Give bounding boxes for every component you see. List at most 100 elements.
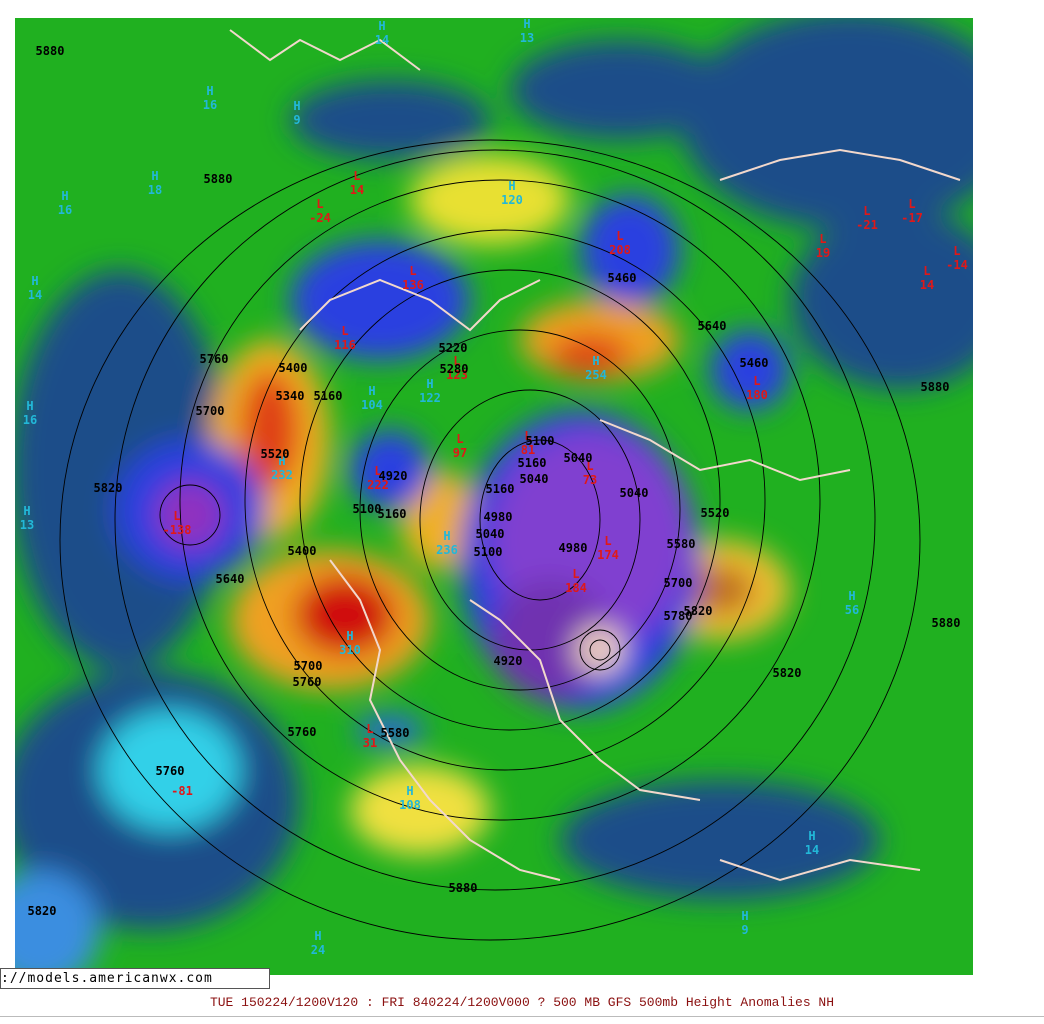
high-marker: H — [31, 274, 38, 288]
contour-label: 5820 — [684, 604, 713, 618]
low-marker: L — [753, 374, 760, 388]
high-value: 9 — [293, 113, 300, 127]
contour-label: 5700 — [664, 576, 693, 590]
contour-label: 5040 — [520, 472, 549, 486]
high-value: 24 — [311, 943, 325, 957]
high-value: 122 — [419, 391, 441, 405]
low-marker: L — [341, 324, 348, 338]
low-marker: L — [353, 169, 360, 183]
low-value: 19 — [816, 246, 830, 260]
contour-label: 5880 — [921, 380, 950, 394]
contour-label: 5700 — [294, 659, 323, 673]
contour-label: 5760 — [288, 725, 317, 739]
low-marker: L — [409, 264, 416, 278]
low-value: 31 — [363, 736, 377, 750]
contour-label: 5880 — [932, 616, 961, 630]
high-value: 16 — [203, 98, 217, 112]
low-marker: L — [366, 722, 373, 736]
contour-label: 5400 — [288, 544, 317, 558]
contour-label: 5160 — [486, 482, 515, 496]
contour-label: 5580 — [381, 726, 410, 740]
high-value: 104 — [361, 398, 383, 412]
contour-label: 5820 — [773, 666, 802, 680]
high-value: 13 — [520, 31, 534, 45]
low-value: -14 — [946, 258, 968, 272]
contour-label: 5040 — [564, 451, 593, 465]
high-marker: H — [293, 99, 300, 113]
contour-label: 5160 — [378, 507, 407, 521]
high-marker: H — [443, 529, 450, 543]
contour-label: 5880 — [449, 881, 478, 895]
low-marker: L — [524, 429, 531, 443]
contour-label: 5460 — [608, 271, 637, 285]
contour-label: 5220 — [439, 341, 468, 355]
high-marker: H — [26, 399, 33, 413]
contour-label: 5100 — [474, 545, 503, 559]
contour-label: 5460 — [740, 356, 769, 370]
high-value: 13 — [20, 518, 34, 532]
contour-label: 5100 — [526, 434, 555, 448]
low-marker: L — [453, 354, 460, 368]
low-value: -138 — [163, 523, 192, 537]
high-value: 254 — [585, 368, 607, 382]
contour-label: 5040 — [620, 486, 649, 500]
high-marker: H — [278, 454, 285, 468]
high-value: 18 — [148, 183, 162, 197]
high-marker: H — [523, 17, 530, 31]
low-value: 184 — [565, 581, 587, 595]
low-marker: L — [953, 244, 960, 258]
high-value: 9 — [741, 923, 748, 937]
high-marker: H — [61, 189, 68, 203]
high-value: 14 — [375, 33, 389, 47]
contour-label: 5640 — [698, 319, 727, 333]
low-value: 14 — [920, 278, 934, 292]
low-value: 73 — [583, 473, 597, 487]
anomaly-label: -81 — [171, 784, 193, 798]
contour-label: 5340 — [276, 389, 305, 403]
low-value: 116 — [334, 338, 356, 352]
contour-label: 5160 — [314, 389, 343, 403]
high-value: 16 — [58, 203, 72, 217]
high-marker: H — [151, 169, 158, 183]
contour-label: 5520 — [261, 447, 290, 461]
contour-label: 5700 — [196, 404, 225, 418]
high-marker: H — [808, 829, 815, 843]
high-value: 310 — [339, 643, 361, 657]
contour-label: 5760 — [293, 675, 322, 689]
high-marker: H — [406, 784, 413, 798]
low-value: 180 — [746, 388, 768, 402]
low-marker: L — [374, 464, 381, 478]
contour-label: 5100 — [353, 502, 382, 516]
high-marker: H — [206, 84, 213, 98]
contour-label: 5880 — [36, 44, 65, 58]
contour-label: 5780 — [664, 609, 693, 623]
low-value: 136 — [402, 278, 424, 292]
low-value: 97 — [453, 446, 467, 460]
contour-label: 5280 — [440, 362, 469, 376]
contour-label: 5760 — [156, 764, 185, 778]
low-marker: L — [173, 509, 180, 523]
high-marker: H — [314, 929, 321, 943]
high-value: 236 — [436, 543, 458, 557]
high-marker: H — [426, 377, 433, 391]
contour-label: 5880 — [204, 172, 233, 186]
divider — [0, 1016, 1044, 1017]
high-value: 56 — [845, 603, 859, 617]
high-value: 232 — [271, 468, 293, 482]
high-value: 108 — [399, 798, 421, 812]
low-value: 123 — [446, 368, 468, 382]
high-marker: H — [23, 504, 30, 518]
low-value: 208 — [609, 243, 631, 257]
low-marker: L — [616, 229, 623, 243]
low-value: 222 — [367, 478, 389, 492]
low-value: 81 — [521, 443, 535, 457]
high-marker: H — [378, 19, 385, 33]
low-marker: L — [863, 204, 870, 218]
high-value: 120 — [501, 193, 523, 207]
high-marker: H — [508, 179, 515, 193]
low-marker: L — [604, 534, 611, 548]
low-marker: L — [316, 197, 323, 211]
high-marker: H — [346, 629, 353, 643]
low-value: -21 — [856, 218, 878, 232]
